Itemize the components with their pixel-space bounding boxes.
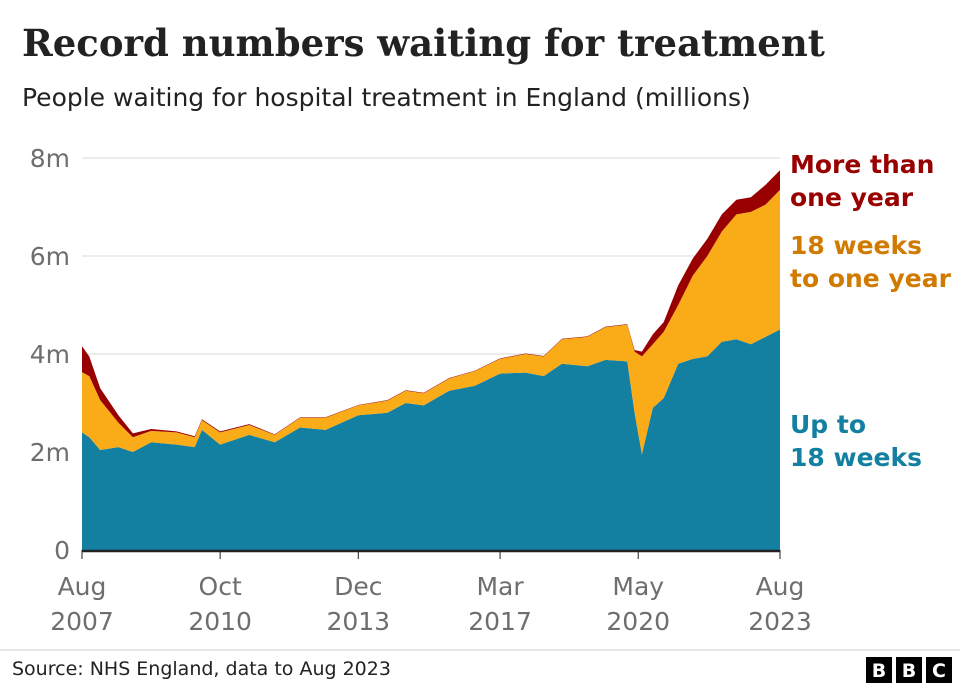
x-tick-label: 2023 (748, 607, 812, 636)
x-tick-label: 2007 (50, 607, 114, 636)
series-labels: Up to 18 weeks 18 weeks to one year More tha… (790, 150, 952, 472)
chart-title: Record numbers waiting for treatment (22, 21, 825, 65)
x-tick-label: 2010 (188, 607, 252, 636)
x-tick-label: 2017 (468, 607, 532, 636)
y-tick-label: 0 (54, 536, 70, 565)
x-tick-label: 2013 (326, 607, 390, 636)
x-tick-label: Dec (334, 572, 382, 601)
series-label: More than (790, 150, 934, 179)
y-tick-label: 6m (30, 242, 70, 271)
x-axis: Aug 2007 Oct 2010 Dec 2013 Mar 2017 May 2020 Aug 20… (50, 549, 812, 636)
x-tick-label: Mar (476, 572, 524, 601)
svg-text:B: B (902, 660, 916, 682)
bbc-logo: B B C (866, 657, 952, 683)
x-tick-label: Oct (199, 572, 242, 601)
x-tick-label: Aug (58, 572, 107, 601)
x-tick-label: 2020 (606, 607, 670, 636)
x-tick-label: Aug (756, 572, 805, 601)
series-label: one year (790, 183, 914, 212)
y-tick-label: 2m (30, 438, 70, 467)
series-label: Up to (790, 410, 866, 439)
series-label: 18 weeks (790, 231, 922, 260)
source-text: Source: NHS England, data to Aug 2023 (12, 658, 391, 680)
x-tick-label: May (612, 572, 664, 601)
svg-text:B: B (872, 660, 886, 682)
y-axis-ticks: 0 2m 4m 6m 8m (30, 144, 70, 565)
chart-subtitle: People waiting for hospital treatment in… (22, 83, 751, 112)
y-tick-label: 4m (30, 340, 70, 369)
area-up-to-18-weeks (82, 329, 780, 550)
series-label: to one year (790, 264, 952, 293)
series-label: 18 weeks (790, 443, 922, 472)
stacked-areas (82, 170, 780, 550)
y-tick-label: 8m (30, 144, 70, 173)
svg-text:C: C (932, 660, 946, 682)
